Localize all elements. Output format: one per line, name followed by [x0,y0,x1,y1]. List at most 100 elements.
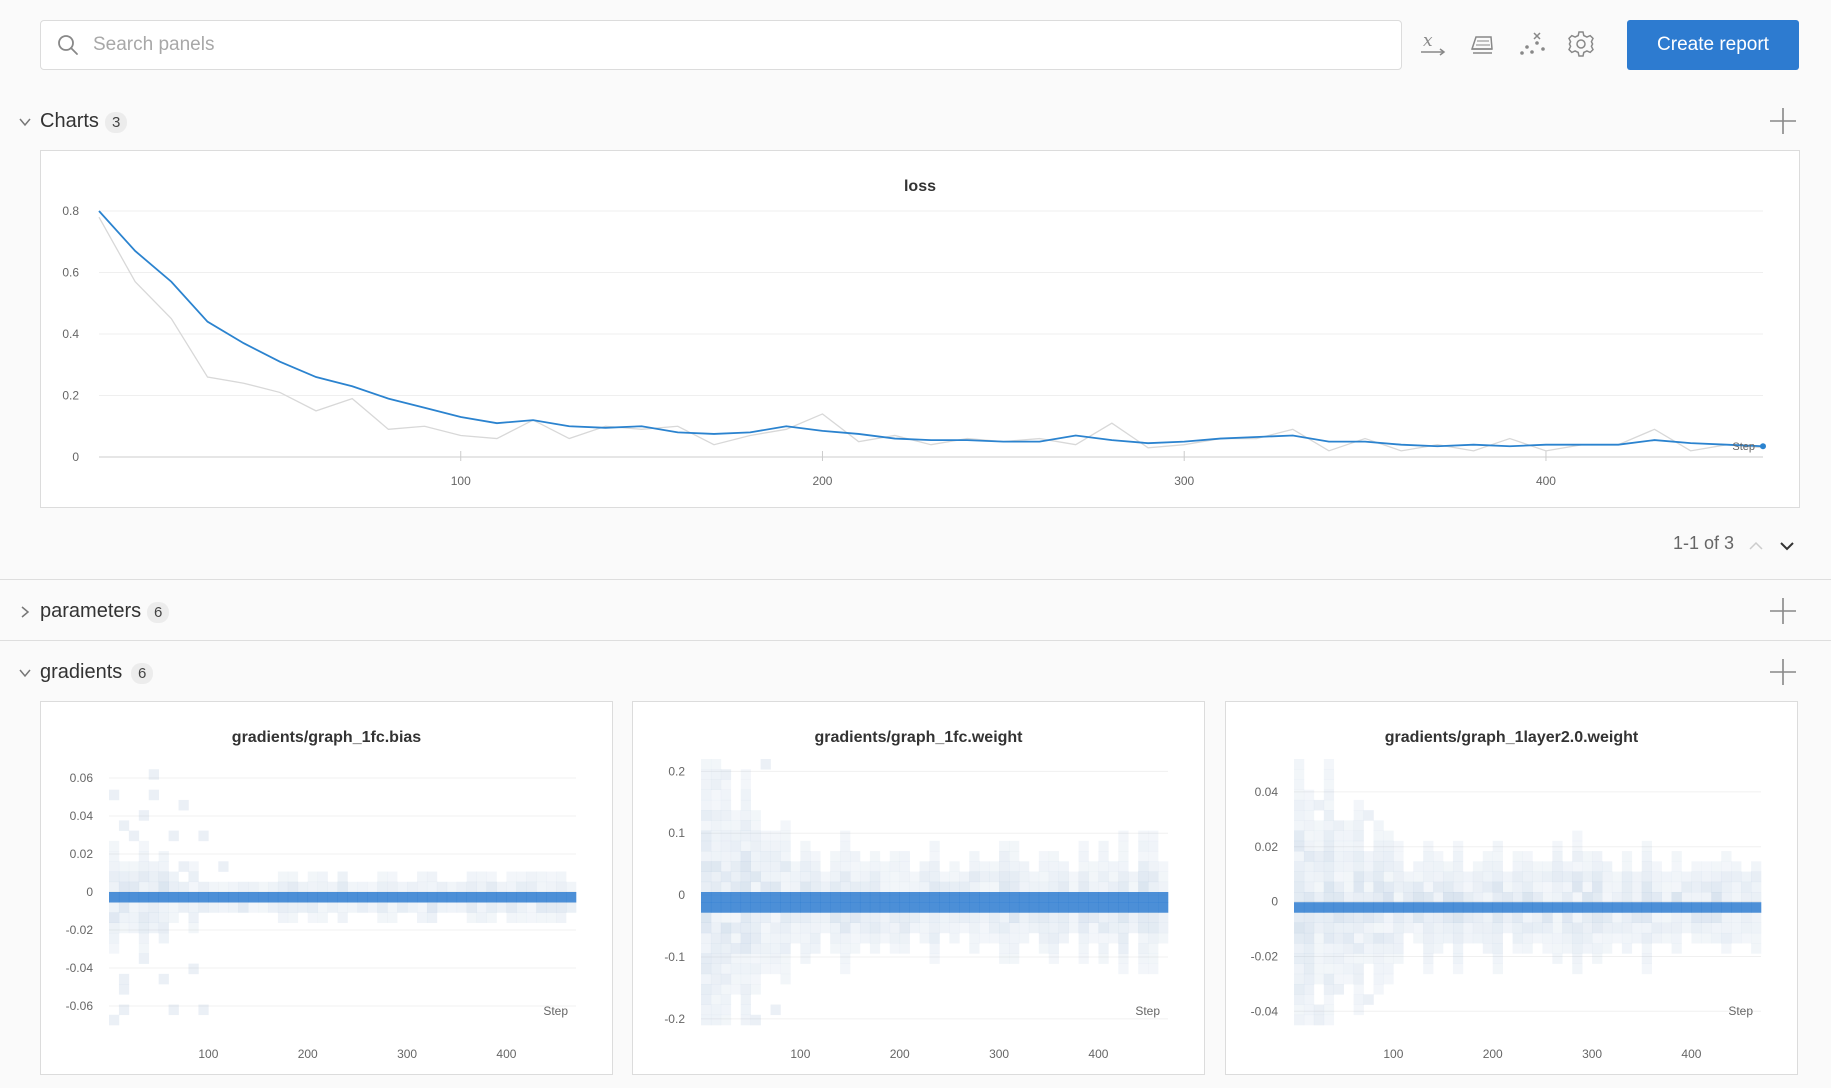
chevron-right-icon[interactable] [18,605,32,619]
heatmap-cell [1148,892,1159,903]
heatmap-cell [109,871,120,883]
heatmap-cell [1294,892,1305,903]
add-panel-icon[interactable] [1768,596,1798,626]
heatmap-cell [1383,963,1394,975]
search-input[interactable] [93,34,1293,56]
x-axis-icon[interactable]: x [1415,26,1451,62]
heatmap-cell [158,871,169,883]
heatmap-cell [1028,902,1040,913]
heatmap-cell [1078,932,1089,944]
heatmap-cell [238,881,249,893]
heatmap-cell [710,769,722,780]
heatmap-cell [1138,830,1149,842]
heatmap-cell [1078,892,1089,903]
chevron-up-icon[interactable] [1748,538,1764,559]
heatmap-cell [1294,810,1305,821]
heatmap-cell [516,892,527,903]
heatmap-cell [1691,892,1702,903]
heatmap-cell [1641,871,1653,883]
heatmap-cell [969,892,980,903]
heatmap-cell [1592,953,1603,964]
heatmap-cell [128,861,140,872]
heatmap-cell [168,892,179,903]
y-tick-label: 0.06 [70,771,94,785]
heatmap-cell [118,984,130,995]
chevron-down-icon[interactable] [1779,538,1795,559]
heatmap-cell [188,861,199,872]
heatmap-cell [1068,892,1079,903]
chevron-down-icon[interactable] [18,115,32,129]
heatmap-cell [720,1004,732,1016]
heatmap-cell [730,973,742,985]
gear-icon[interactable] [1563,26,1599,62]
loss-chart[interactable]: 0 0.2 0.4 0.6 0.8 100 200 300 400 Step [41,151,1801,509]
heatmap-cell [1128,881,1139,893]
heatmap-cell [770,922,781,934]
histogram-chart[interactable]: 0.06 0.04 0.02 0 -0.02 -0.04 -0.06 100 200 300 400… [41,702,614,1076]
heatmap-cell [1323,943,1335,954]
heatmap-cell [1452,840,1464,852]
heatmap-cell [929,943,940,954]
heatmap-cell [1582,892,1593,903]
heatmap-cell [1671,851,1682,862]
heatmap-cell [1118,902,1129,913]
heatmap-cell [720,820,732,831]
section-count-badge: 6 [147,602,170,623]
heatmap-cell [1651,881,1662,893]
heatmap-cell [929,851,940,862]
heatmap-cell [1303,892,1315,903]
heatmap-cell [740,769,751,780]
heatmap-cell [1592,861,1603,872]
heatmap-cell [1138,871,1149,883]
heatmap-cell [1373,922,1384,934]
heatmap-cell [1452,861,1464,872]
heatmap-cell [720,932,732,944]
heatmap-cell [869,892,881,903]
heatmap-cell [1552,861,1563,872]
add-panel-icon[interactable] [1768,106,1798,136]
heatmap-cell [1333,902,1344,913]
heatmap-cell [919,922,930,934]
section-header-gradients[interactable]: gradients 6 [0,653,1831,693]
heatmap-cell [859,871,871,883]
heatmap-cell [1542,892,1553,903]
create-report-button[interactable]: Create report [1627,20,1799,70]
heatmap-cell [1423,902,1434,913]
heatmap-cell [277,871,289,883]
heatmap-cell [1741,892,1752,903]
heatmap-cell [701,810,712,821]
heatmap-cell [820,922,831,934]
heatmap-cell [840,830,851,842]
section-header-parameters[interactable]: parameters 6 [0,592,1831,632]
histogram-chart[interactable]: 0.2 0.1 0 -0.1 -0.2 100 200 300 400 Step [633,702,1206,1076]
heatmap-cell [1018,871,1030,883]
heatmap-cell [158,922,169,934]
heatmap-cell [1343,922,1354,934]
heatmap-cell [1572,830,1583,842]
heatmap-cell [258,892,269,903]
heatmap-cell [1294,759,1305,770]
raw-loss-line [98,216,1764,452]
search-box[interactable] [40,20,1402,70]
eraser-icon[interactable] [1464,26,1500,62]
histogram-chart[interactable]: 0.04 0.02 0 -0.02 -0.04 100 200 300 400 Step [1226,702,1799,1076]
heatmap-cell [178,881,189,893]
heatmap-cell [1098,881,1109,893]
heatmap-cell [701,1014,712,1026]
heatmap-cell [830,912,841,923]
scatter-icon[interactable] [1514,26,1550,62]
heatmap-cell [516,871,527,883]
heatmap-cell [929,881,940,893]
heatmap-cell [730,932,742,944]
heatmap-cell [1353,932,1364,944]
section-header-charts[interactable]: Charts 3 [0,102,1831,142]
heatmap-cell [1303,973,1315,985]
chevron-down-icon[interactable] [18,666,32,680]
heatmap-cell [869,912,881,923]
heatmap-cell [377,912,388,923]
add-panel-icon[interactable] [1768,657,1798,687]
heatmap-cell [810,912,821,923]
heatmap-cells [109,769,577,1026]
heatmap-cell [307,871,318,883]
heatmap-cell [710,871,722,883]
